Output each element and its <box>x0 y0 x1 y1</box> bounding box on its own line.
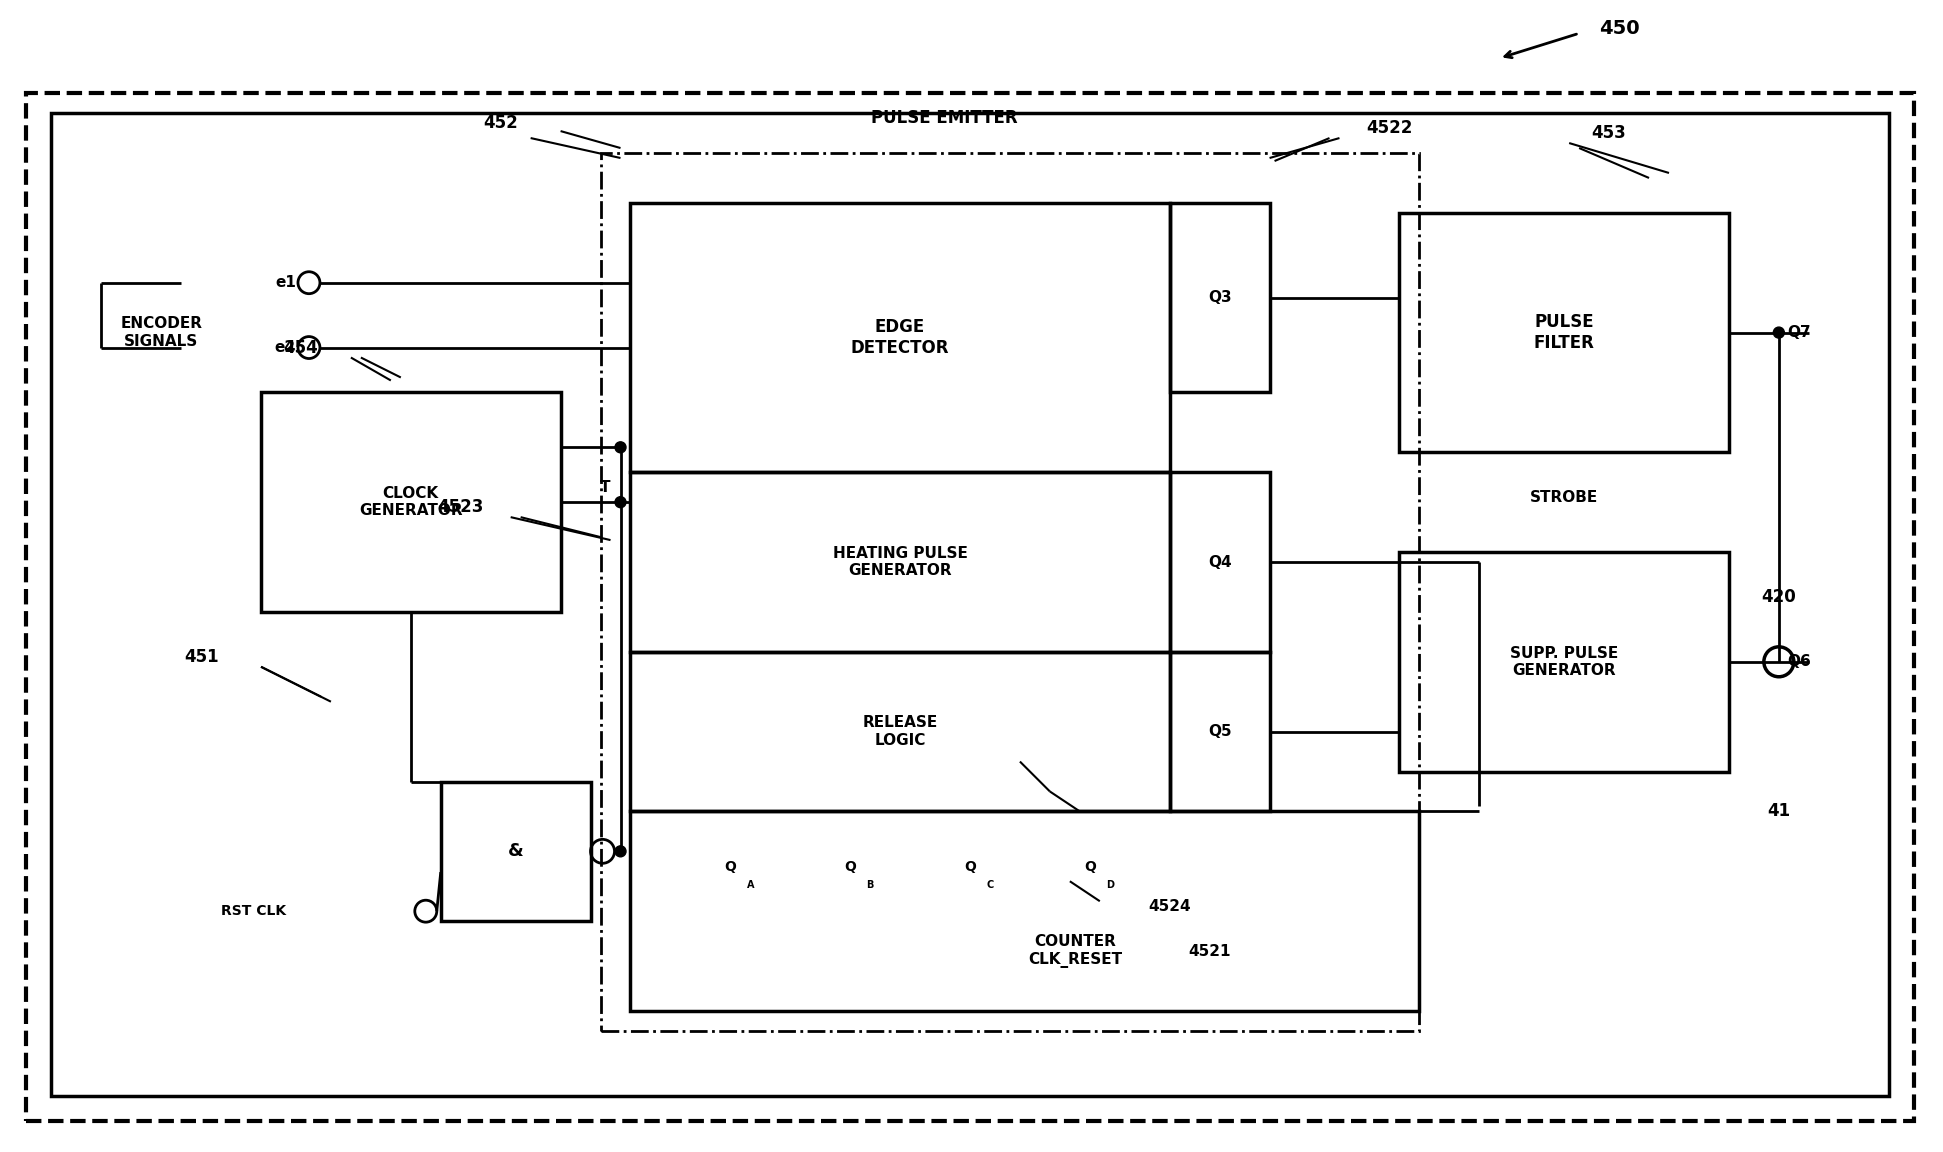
Text: C: C <box>987 880 993 890</box>
Bar <box>1399 213 1729 453</box>
Bar <box>260 393 562 612</box>
Text: Q: Q <box>964 861 975 874</box>
Bar <box>1170 203 1269 393</box>
Text: COUNTER
CLK_RESET: COUNTER CLK_RESET <box>1028 934 1121 968</box>
Bar <box>630 652 1170 811</box>
Circle shape <box>616 442 626 453</box>
Text: Q: Q <box>1084 861 1096 874</box>
Text: 453: 453 <box>1591 124 1626 142</box>
Text: Q6: Q6 <box>1788 654 1811 669</box>
Bar <box>630 472 1170 652</box>
Text: 454: 454 <box>284 339 319 357</box>
Text: SUPP. PULSE
GENERATOR: SUPP. PULSE GENERATOR <box>1510 645 1619 679</box>
Bar <box>630 203 1170 472</box>
Text: 4524: 4524 <box>1148 899 1191 914</box>
Text: RELEASE
LOGIC: RELEASE LOGIC <box>863 715 938 748</box>
Text: HEATING PULSE
GENERATOR: HEATING PULSE GENERATOR <box>834 546 968 578</box>
Text: e1: e1 <box>276 275 295 290</box>
Text: 420: 420 <box>1762 588 1795 606</box>
Text: PULSE EMITTER: PULSE EMITTER <box>870 109 1018 127</box>
Bar <box>51 113 1889 1096</box>
Text: T: T <box>600 479 610 494</box>
Text: Q5: Q5 <box>1209 725 1232 740</box>
Bar <box>1170 652 1269 811</box>
Bar <box>630 811 1418 1011</box>
Text: Q4: Q4 <box>1209 554 1232 569</box>
Text: 452: 452 <box>484 114 519 132</box>
Bar <box>600 153 1418 1031</box>
Text: RST CLK: RST CLK <box>222 904 286 918</box>
Text: Q: Q <box>845 861 857 874</box>
Text: 4522: 4522 <box>1366 119 1413 137</box>
Text: 451: 451 <box>185 647 218 666</box>
Bar <box>27 93 1914 1121</box>
Bar <box>441 781 591 922</box>
Text: Q: Q <box>725 861 736 874</box>
Text: Q3: Q3 <box>1209 290 1232 305</box>
Circle shape <box>616 846 626 857</box>
Text: 4521: 4521 <box>1189 943 1232 958</box>
Text: D: D <box>1106 880 1113 890</box>
Circle shape <box>1774 327 1784 338</box>
Text: Q7: Q7 <box>1788 325 1811 340</box>
Text: CLOCK
GENERATOR: CLOCK GENERATOR <box>359 486 462 518</box>
Text: &: & <box>507 842 523 861</box>
Text: 450: 450 <box>1599 18 1640 38</box>
Text: e2: e2 <box>274 340 295 355</box>
Text: 4523: 4523 <box>437 498 484 516</box>
Text: PULSE
FILTER: PULSE FILTER <box>1533 313 1595 353</box>
Text: STROBE: STROBE <box>1529 490 1599 505</box>
Text: ENCODER
SIGNALS: ENCODER SIGNALS <box>120 317 202 349</box>
Text: 41: 41 <box>1768 803 1790 820</box>
Text: A: A <box>746 880 754 890</box>
Text: EDGE
DETECTOR: EDGE DETECTOR <box>851 318 950 357</box>
Text: B: B <box>867 880 874 890</box>
Bar <box>1399 552 1729 772</box>
Circle shape <box>616 497 626 508</box>
Bar <box>1170 472 1269 652</box>
